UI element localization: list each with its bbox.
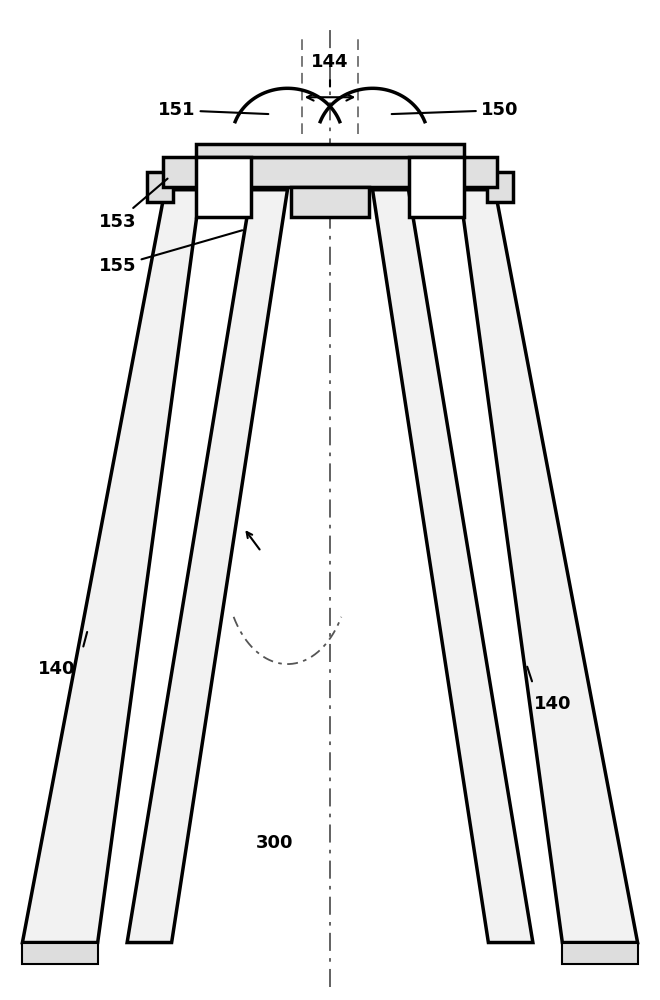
Text: 144: 144 [312, 53, 348, 71]
Text: 155: 155 [98, 230, 242, 275]
Text: 151: 151 [158, 101, 269, 119]
Bar [487, 172, 513, 202]
Polygon shape [22, 190, 201, 943]
Text: 300: 300 [255, 834, 293, 852]
Polygon shape [459, 190, 638, 943]
Text: 153: 153 [98, 179, 168, 231]
Bar [196, 144, 464, 157]
Polygon shape [127, 190, 288, 943]
Bar [409, 157, 464, 217]
Bar [196, 157, 251, 217]
Bar [147, 172, 173, 202]
Text: 150: 150 [391, 101, 519, 119]
Bar [562, 943, 638, 964]
Text: 140: 140 [38, 660, 75, 678]
Bar [291, 187, 369, 217]
Text: 140: 140 [534, 695, 572, 713]
FancyBboxPatch shape [163, 157, 497, 187]
Bar [22, 943, 98, 964]
Polygon shape [372, 190, 533, 943]
